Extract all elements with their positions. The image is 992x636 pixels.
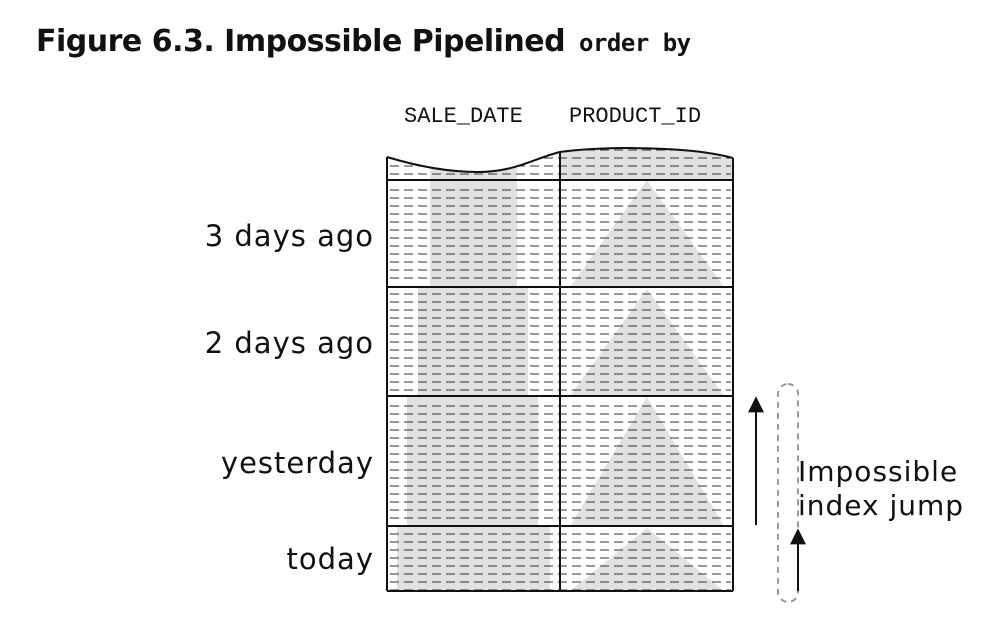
note-line-1: Impossible: [798, 455, 959, 488]
figure-title-text: Figure 6.3. Impossible Pipelined: [36, 24, 566, 59]
shade-product-id-triangle-1: [570, 180, 724, 287]
figure-title-code: order by: [579, 29, 691, 57]
column-header-product-id: PRODUCT_ID: [569, 104, 702, 129]
jump-bracket: [777, 383, 799, 603]
table-body: [390, 148, 733, 591]
column-header-sale-date: SALE_DATE: [404, 104, 523, 129]
note-line-2: index jump: [798, 489, 965, 522]
table-wavy-top: [386, 147, 734, 174]
impossible-jump-note: Impossible index jump: [798, 455, 964, 523]
shade-product-id-triangle-4: [570, 528, 724, 591]
shade-product-id-top: [560, 148, 733, 180]
row-label-today: today: [286, 542, 374, 576]
row-label-yesterday: yesterday: [220, 446, 374, 480]
row-label-2-days-ago: 2 days ago: [204, 326, 374, 360]
shade-sale-date-yesterday: [407, 396, 538, 526]
figure-title: Figure 6.3. Impossible Pipelined order b…: [36, 24, 691, 59]
row-label-3-days-ago: 3 days ago: [204, 219, 374, 253]
